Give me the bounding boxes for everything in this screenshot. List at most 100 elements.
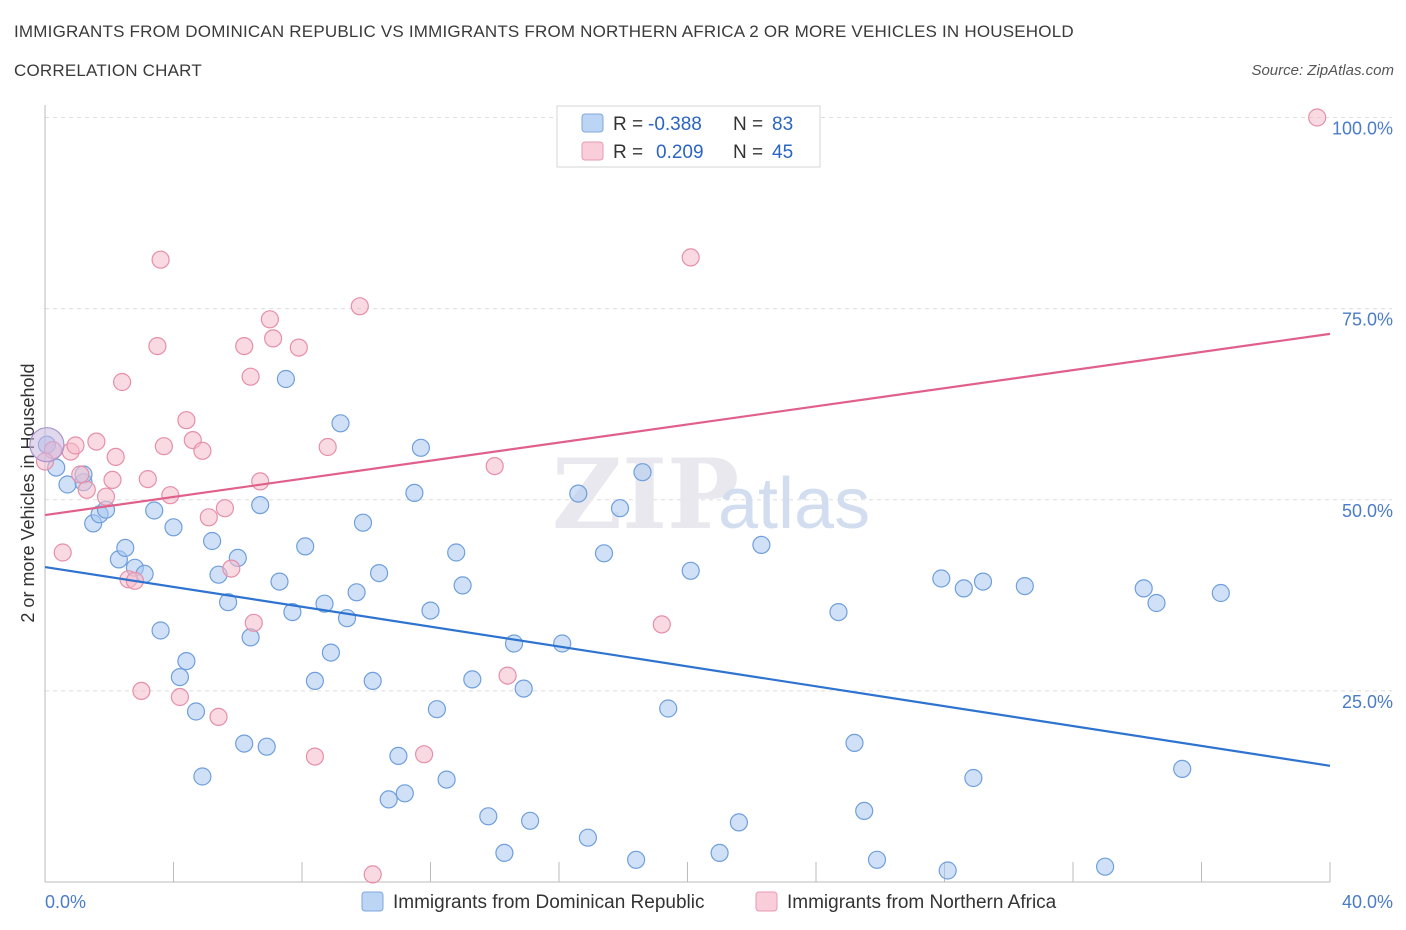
point-dominican-75 <box>964 768 983 788</box>
bottom-legend-label-dominican: Immigrants from Dominican Republic <box>393 892 705 913</box>
point-northern-africa-27 <box>235 337 254 356</box>
point-northern-africa-38 <box>415 745 434 764</box>
point-northern-africa-39 <box>485 457 504 476</box>
point-dominican-50 <box>463 670 482 689</box>
point-dominican-39 <box>370 563 389 583</box>
point-dominican-21 <box>219 593 238 612</box>
point-northern-africa-5 <box>77 480 96 499</box>
chart-subtitle: CORRELATION CHART <box>14 61 202 80</box>
point-northern-africa-37 <box>363 865 382 884</box>
point-dominican-34 <box>331 414 350 433</box>
point-northern-africa-14 <box>138 470 157 489</box>
trend-lines <box>44 332 1331 767</box>
point-dominican-25 <box>251 496 270 515</box>
point-northern-africa-31 <box>260 310 279 329</box>
point-dominican-43 <box>405 483 424 502</box>
point-northern-africa-13 <box>132 681 151 701</box>
point-dominican-51 <box>479 807 498 826</box>
point-northern-africa-15 <box>148 337 167 356</box>
watermark-atlas: atlas <box>718 464 870 544</box>
point-dominican-36 <box>347 583 366 602</box>
chart-title: IMMIGRANTS FROM DOMINICAN REPUBLIC VS IM… <box>14 22 1074 41</box>
y-tick-label-75: 75.0% <box>1342 310 1393 330</box>
point-dominican-74 <box>954 579 973 598</box>
y-tick-label-25: 25.0% <box>1342 692 1393 712</box>
point-dominican-70 <box>855 801 874 821</box>
x-tick-label-max: 40.0% <box>1342 892 1393 912</box>
legend-n-value-2: 45 <box>772 142 793 163</box>
point-dominican-69 <box>845 733 864 753</box>
grid-lines <box>45 117 1392 692</box>
point-dominican-79 <box>1134 579 1153 598</box>
point-dominican-66 <box>729 813 749 832</box>
point-dominican-13 <box>151 621 170 640</box>
point-dominican-32 <box>315 594 334 613</box>
point-dominican-19 <box>203 531 222 551</box>
legend-swatch-dominican <box>581 113 604 133</box>
point-dominican-41 <box>389 746 408 766</box>
point-dominican-80 <box>1147 593 1166 613</box>
y-tick-label-50: 50.0% <box>1342 501 1393 521</box>
point-northern-africa-40 <box>498 666 517 685</box>
point-northern-africa-35 <box>318 437 337 457</box>
point-northern-africa-17 <box>154 437 173 456</box>
point-dominican-27 <box>270 572 289 591</box>
point-northern-africa-26 <box>222 559 241 578</box>
point-dominican-9 <box>116 538 135 558</box>
legend-r-label-1: R = <box>613 114 643 135</box>
point-dominican-33 <box>321 643 340 662</box>
point-northern-africa-30 <box>251 472 270 491</box>
point-dominican-42 <box>395 784 414 803</box>
point-northern-africa-24 <box>209 707 228 727</box>
point-dominican-57 <box>569 484 588 503</box>
point-dominican-58 <box>578 828 598 847</box>
point-dominican-23 <box>235 734 254 753</box>
point-northern-africa-10 <box>112 372 132 392</box>
point-dominican-29 <box>283 602 302 622</box>
point-dominican-16 <box>177 651 196 671</box>
y-axis-title: 2 or more Vehicles in Household <box>18 363 38 622</box>
point-dominican-40 <box>379 790 398 809</box>
point-northern-africa-8 <box>103 470 122 489</box>
point-dominican-31 <box>305 671 324 691</box>
point-dominican-15 <box>170 667 189 687</box>
y-tick-label-100: 100.0% <box>1332 119 1393 139</box>
legend-r-value-2: 0.209 <box>656 142 704 163</box>
point-northern-africa-43 <box>1308 108 1327 127</box>
stats-legend: R = -0.388 N = 83 R = 0.209 N = 45 <box>556 105 821 168</box>
point-dominican-49 <box>453 576 472 595</box>
point-northern-africa-29 <box>244 613 263 632</box>
legend-n-label-1: N = <box>733 114 763 135</box>
point-dominican-64 <box>681 561 700 580</box>
legend-n-label-2: N = <box>733 142 763 163</box>
point-northern-africa-33 <box>289 338 308 357</box>
point-dominican-81 <box>1173 759 1192 779</box>
point-dominican-37 <box>353 513 373 532</box>
point-northern-africa-3 <box>66 436 85 455</box>
y-tick-labels: 25.0% 50.0% 75.0% 100.0% <box>1332 119 1393 712</box>
legend-swatch-northern-africa <box>581 141 604 161</box>
point-dominican-77 <box>1015 576 1034 596</box>
x-tick-label-min: 0.0% <box>45 892 86 912</box>
x-axis-ticks <box>44 862 1331 882</box>
point-northern-africa-22 <box>193 441 212 460</box>
point-dominican-72 <box>932 569 951 588</box>
point-dominican-12 <box>145 501 164 520</box>
point-northern-africa-32 <box>264 329 283 348</box>
point-northern-africa-28 <box>241 367 260 386</box>
point-northern-africa-7 <box>96 487 116 506</box>
point-dominican-62 <box>633 463 652 482</box>
point-dominican-71 <box>867 850 887 869</box>
point-dominican-17 <box>186 702 206 721</box>
point-dominican-38 <box>363 671 382 691</box>
point-dominican-67 <box>752 535 771 555</box>
data-points <box>29 108 1327 884</box>
legend-n-value-1: 83 <box>772 114 793 135</box>
point-northern-africa-18 <box>161 486 180 505</box>
point-northern-africa-19 <box>170 687 189 707</box>
point-dominican-54 <box>514 679 533 698</box>
trend-line-dominican <box>44 565 1331 767</box>
point-dominican-65 <box>710 843 729 863</box>
point-dominican-68 <box>829 602 848 622</box>
